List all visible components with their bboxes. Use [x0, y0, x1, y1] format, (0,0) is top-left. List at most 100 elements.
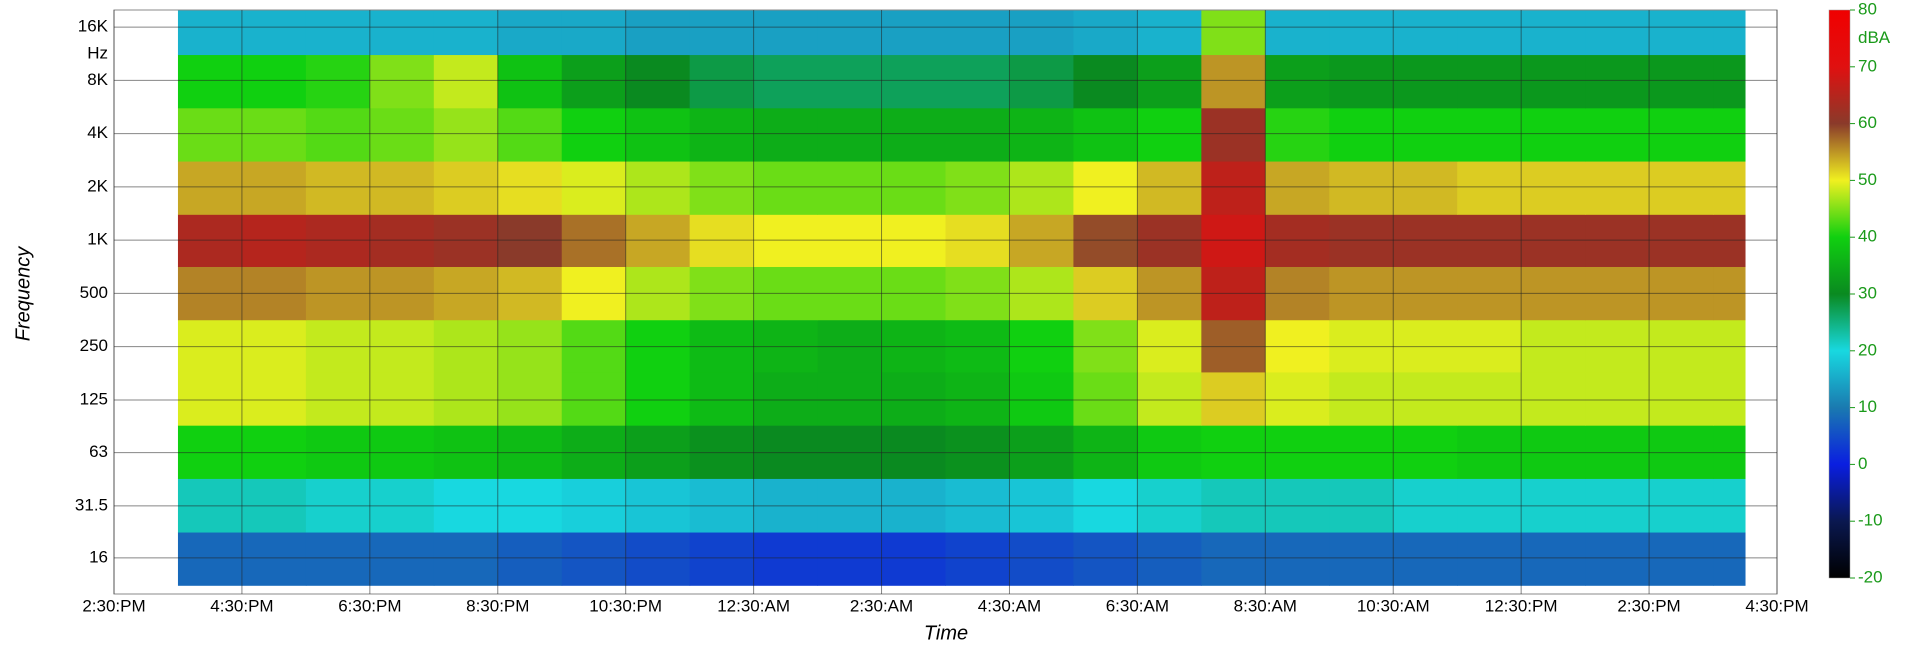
- heatmap-cell: [1073, 161, 1137, 215]
- heatmap-cell: [882, 10, 946, 55]
- colorbar-tick-label: 70: [1858, 56, 1877, 75]
- heatmap-cell: [1521, 161, 1585, 215]
- heatmap-cell: [1009, 425, 1073, 479]
- x-tick-label: 8:30:AM: [1234, 596, 1297, 615]
- heatmap-cell: [1073, 55, 1137, 109]
- colorbar-tick-label: 20: [1858, 340, 1877, 359]
- heatmap-cell: [818, 372, 882, 426]
- heatmap-cell: [434, 108, 498, 162]
- heatmap-cell: [306, 10, 370, 55]
- colorbar-tick-label: -20: [1858, 567, 1883, 586]
- heatmap-cell: [1521, 10, 1585, 55]
- heatmap-cell: [626, 372, 690, 426]
- heatmap-cell: [1137, 372, 1201, 426]
- heatmap-cell: [1265, 108, 1329, 162]
- heatmap-cell: [306, 425, 370, 479]
- heatmap-cell: [946, 108, 1010, 162]
- heatmap-cell: [818, 532, 882, 586]
- y-tick-label: 31.5: [75, 495, 108, 514]
- heatmap-cell: [946, 425, 1010, 479]
- heatmap-cell: [1457, 425, 1521, 479]
- heatmap-cell: [626, 55, 690, 109]
- y-tick-label: 16K: [78, 17, 109, 36]
- heatmap-cell: [1073, 532, 1137, 586]
- heatmap-cell: [1265, 10, 1329, 55]
- heatmap-cell: [1521, 425, 1585, 479]
- heatmap-cell: [690, 425, 754, 479]
- heatmap-cell: [626, 161, 690, 215]
- heatmap-cell: [242, 532, 306, 586]
- heatmap-cell: [754, 55, 818, 109]
- heatmap-cell: [1201, 10, 1265, 55]
- heatmap-cell: [1393, 372, 1457, 426]
- heatmap-cell: [562, 320, 626, 373]
- heatmap-cell: [1137, 55, 1201, 109]
- heatmap-cell: [690, 532, 754, 586]
- colorbar-tick-label: 30: [1858, 283, 1877, 302]
- heatmap-cell: [1521, 320, 1585, 373]
- heatmap-cell: [690, 372, 754, 426]
- heatmap-cell: [946, 55, 1010, 109]
- heatmap-cell: [1393, 108, 1457, 162]
- x-axis-label: Time: [924, 622, 968, 644]
- heatmap-cell: [242, 108, 306, 162]
- heatmap-cell: [370, 10, 434, 55]
- heatmap-cell: [178, 10, 242, 55]
- heatmap-cell: [1713, 161, 1745, 215]
- heatmap-cell: [1329, 425, 1393, 479]
- y-tick-label: 2K: [87, 176, 108, 195]
- heatmap-cell: [626, 532, 690, 586]
- heatmap-cell: [306, 108, 370, 162]
- heatmap-cell: [1521, 372, 1585, 426]
- x-tick-label: 8:30:PM: [466, 596, 529, 615]
- heatmap-cell: [1329, 55, 1393, 109]
- heatmap-cell: [1393, 55, 1457, 109]
- y-tick-label: 8K: [87, 70, 108, 89]
- heatmap-cell: [1073, 108, 1137, 162]
- heatmap-cell: [754, 108, 818, 162]
- heatmap-cell: [1713, 372, 1745, 426]
- heatmap-cell: [370, 55, 434, 109]
- heatmap-cell: [1457, 108, 1521, 162]
- heatmap-cell: [1137, 10, 1201, 55]
- spectrogram-chart: 2:30:PM4:30:PM6:30:PM8:30:PM10:30:PM12:3…: [0, 0, 1911, 646]
- heatmap-cell: [178, 108, 242, 162]
- heatmap-cell: [754, 10, 818, 55]
- heatmap-cell: [690, 10, 754, 55]
- heatmap-cell: [1457, 161, 1521, 215]
- heatmap-cell: [754, 425, 818, 479]
- heatmap-cell: [1521, 55, 1585, 109]
- heatmap-cell: [306, 372, 370, 426]
- heatmap-cell: [498, 372, 562, 426]
- heatmap-cell: [946, 372, 1010, 426]
- y-tick-label: 500: [80, 283, 108, 302]
- heatmap-cell: [178, 161, 242, 215]
- x-tick-label: 10:30:PM: [589, 596, 662, 615]
- heatmap-cell: [434, 532, 498, 586]
- y-tick-label: 1K: [87, 230, 108, 249]
- heatmap-cell: [626, 320, 690, 373]
- x-tick-label: 12:30:PM: [1485, 596, 1558, 615]
- heatmap-cell: [1393, 320, 1457, 373]
- colorbar-tick-label: 40: [1858, 227, 1877, 246]
- heatmap-cell: [242, 55, 306, 109]
- heatmap-cell: [1713, 320, 1745, 373]
- heatmap-cell: [434, 372, 498, 426]
- heatmap-cell: [882, 425, 946, 479]
- colorbar: -20-1001020304050607080dBA: [1829, 0, 1891, 586]
- heatmap-cell: [1329, 320, 1393, 373]
- heatmap-cell: [1137, 320, 1201, 373]
- heatmap-cell: [498, 10, 562, 55]
- heatmap-cell: [1585, 161, 1649, 215]
- x-tick-label: 2:30:AM: [850, 596, 913, 615]
- heatmap-cell: [178, 55, 242, 109]
- heatmap-cell: [818, 161, 882, 215]
- heatmap-cell: [1649, 425, 1713, 479]
- colorbar-tick-label: 50: [1858, 170, 1877, 189]
- heatmap-cell: [818, 10, 882, 55]
- heatmap-cell: [562, 372, 626, 426]
- heatmap-cell: [818, 108, 882, 162]
- heatmap-cell: [1073, 425, 1137, 479]
- colorbar-tick-label: 80: [1858, 0, 1877, 18]
- heatmap-cell: [498, 425, 562, 479]
